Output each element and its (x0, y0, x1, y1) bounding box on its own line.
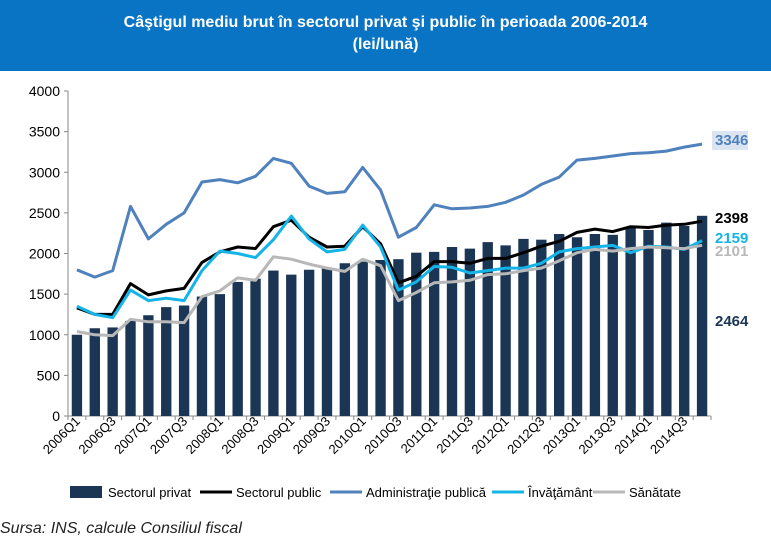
bar-sectorul-privat (196, 296, 208, 416)
end-label: 2464 (715, 313, 749, 330)
x-tick-label: 2007Q3 (147, 414, 190, 457)
bar-sectorul-privat (250, 278, 261, 416)
chart-area: 0 500 1000 1500 2000 2500 3000 3500 4000 2006Q1 20… (0, 71, 771, 513)
y-tick-label: 4000 (29, 83, 60, 99)
x-tick-label: 2006Q1 (40, 414, 83, 457)
end-label-box (712, 131, 748, 150)
y-tick-label: 1500 (29, 286, 60, 302)
y-tick-label: 2000 (29, 246, 60, 262)
x-tick-label: 2008Q3 (218, 414, 261, 457)
bar-sectorul-privat (161, 307, 172, 416)
bar-sectorul-privat (661, 222, 672, 416)
bar-sectorul-privat (303, 269, 315, 416)
legend-label-sanatate: Sănătate (629, 485, 681, 500)
chart-title: Câştigul mediu brut în sectorul privat ş… (0, 12, 771, 56)
bar-sectorul-privat (464, 248, 476, 416)
x-tick-label: 2011Q1 (398, 414, 441, 457)
bar-sectorul-privat (125, 320, 136, 416)
bar-sectorul-privat (536, 239, 547, 416)
bar-sectorul-privat (71, 334, 83, 416)
x-tick-label: 2006Q3 (75, 414, 118, 457)
bar-sectorul-privat (339, 263, 351, 416)
x-tick-label: 2010Q3 (361, 414, 404, 457)
x-tick-label: 2008Q1 (183, 414, 226, 457)
end-label: 2101 (715, 243, 748, 260)
x-tick-label: 2007Q1 (111, 414, 154, 457)
bar-sectorul-privat (107, 327, 118, 416)
legend-label-administratie-publica: Administraţie publică (366, 485, 487, 500)
chart-title-line1: Câştigul mediu brut în sectorul privat ş… (123, 14, 648, 31)
bar-sectorul-privat (232, 281, 243, 416)
bar-sectorul-privat (357, 261, 368, 416)
bar-sectorul-privat (679, 225, 690, 416)
end-label: 3346 (715, 132, 748, 149)
bar-sectorul-privat (625, 227, 636, 416)
bar-sectorul-privat (643, 229, 654, 416)
chart-title-line2: (lei/lună) (352, 36, 419, 53)
bar-sectorul-privat (411, 252, 422, 416)
x-tick-label: 2012Q1 (468, 414, 511, 457)
line-administratie-publica (76, 142, 703, 279)
x-tick-label: 2012Q3 (504, 414, 547, 457)
y-tick-label: 2500 (29, 205, 60, 221)
bar-sectorul-privat (214, 294, 225, 416)
bar-sectorul-privat (500, 245, 511, 416)
x-tick-label: 2014Q3 (647, 414, 690, 457)
line-sectorul-public (76, 218, 703, 316)
bar-sectorul-privat (178, 305, 190, 416)
y-tick-label: 3000 (29, 164, 60, 180)
legend-swatch-sectorul-privat (70, 486, 102, 498)
bar-sectorul-privat (482, 242, 493, 416)
y-tick-label: 3500 (29, 124, 60, 140)
legend-label-sectorul-privat: Sectorul privat (108, 485, 191, 500)
bar-sectorul-privat (268, 270, 279, 416)
title-banner (0, 0, 771, 71)
end-label: 2159 (715, 230, 748, 247)
x-tick-label: 2009Q3 (290, 414, 333, 457)
x-tick-label: 2013Q3 (576, 414, 619, 457)
y-tick-label: 1000 (29, 327, 60, 343)
bar-sectorul-privat (321, 268, 333, 416)
end-label: 2398 (715, 210, 748, 227)
bar-sectorul-privat (571, 237, 583, 416)
bar-sectorul-privat (696, 215, 708, 416)
bar-sectorul-privat (607, 234, 618, 416)
bar-sectorul-privat (518, 238, 529, 416)
x-tick-label: 2010Q1 (326, 414, 369, 457)
line-invatamant (76, 214, 703, 320)
bar-sectorul-privat (375, 260, 386, 416)
bar-sectorul-privat (589, 234, 601, 416)
bar-sectorul-privat (393, 259, 404, 416)
x-tick-label: 2013Q1 (540, 414, 583, 457)
line-sanatate (76, 243, 703, 338)
bar-sectorul-privat (286, 274, 297, 416)
bar-sectorul-privat (554, 234, 565, 416)
x-tick-label: 2009Q1 (254, 414, 297, 457)
x-tick-label: 2011Q3 (433, 414, 476, 457)
y-tick-label: 500 (37, 367, 61, 383)
x-tick-label: 2014Q1 (611, 414, 654, 457)
bar-sectorul-privat (446, 247, 458, 416)
source-note: Sursa: INS, calcule Consiliul fiscal (0, 520, 242, 537)
y-tick-label: 0 (52, 408, 60, 424)
legend-label-sectorul-public: Sectorul public (236, 485, 322, 500)
bar-sectorul-privat (143, 315, 154, 416)
bar-sectorul-privat (89, 328, 100, 416)
bar-sectorul-privat (428, 251, 440, 416)
legend-label-invatamant: Învăţământ (527, 485, 593, 500)
chart-svg: 050010001500200025003000350040002006Q120… (29, 83, 749, 500)
